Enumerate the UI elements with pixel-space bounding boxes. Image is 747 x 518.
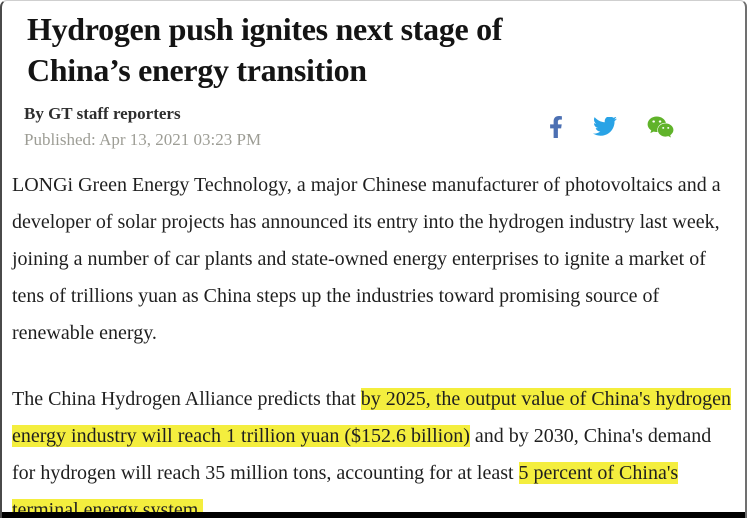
article-paragraph-2: The China Hydrogen Alliance predicts tha… — [12, 381, 737, 518]
wechat-icon — [647, 116, 674, 138]
published-date: Published: Apr 13, 2021 03:23 PM — [24, 130, 262, 149]
twitter-icon — [593, 115, 617, 136]
title-line-2: China’s energy transition — [27, 52, 367, 88]
article-meta: By GT staff reporters Published: Apr 13,… — [24, 104, 745, 150]
share-buttons — [549, 115, 674, 139]
paragraph-text: and by 2030, China's demand for hydrogen… — [12, 425, 712, 484]
twitter-share-button[interactable] — [593, 115, 617, 138]
wechat-share-button[interactable] — [647, 115, 674, 139]
article-paragraph-1: LONGi Green Energy Technology, a major C… — [12, 174, 721, 344]
facebook-share-button[interactable] — [549, 116, 563, 138]
byline: By GT staff reporters — [24, 104, 181, 123]
bottom-window-edge — [2, 512, 745, 518]
facebook-icon — [550, 116, 562, 138]
paragraph-text: The China Hydrogen Alliance predicts tha… — [12, 388, 361, 410]
title-line-1: Hydrogen push ignites next stage of — [27, 11, 503, 47]
article-title: Hydrogen push ignites next stage of China… — [27, 9, 721, 91]
